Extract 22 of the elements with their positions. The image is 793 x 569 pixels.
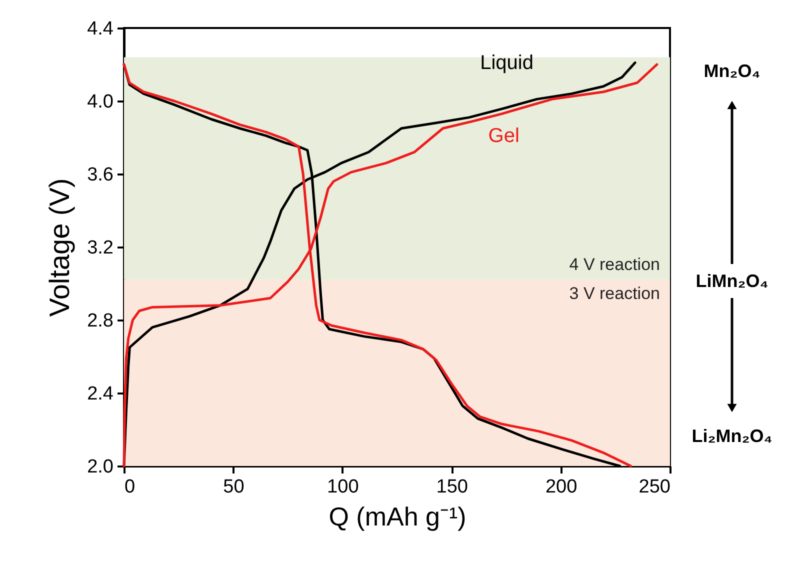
x-tick-label: 50 <box>223 476 244 498</box>
text: Li₂Mn₂O₄ <box>692 426 772 446</box>
x-tick-label: 0 <box>124 476 136 498</box>
x-tick-label: 100 <box>327 476 359 498</box>
band-label: 3 V reaction <box>569 284 660 303</box>
x-tick-label: 200 <box>545 476 578 498</box>
series-label: Gel <box>488 124 520 147</box>
y-tick-label: 4.0 <box>87 92 114 112</box>
text: Mn₂O₄ <box>704 61 760 81</box>
y-axis-title: Voltage (V) <box>44 178 76 317</box>
x-axis-title: Q (mAh g⁻¹) <box>328 502 466 532</box>
band-label: 4 V reaction <box>569 254 660 274</box>
y-tick-label: 4.4 <box>87 18 114 40</box>
x-tick-label: 150 <box>436 476 468 498</box>
y-tick-label: 3.2 <box>87 238 114 258</box>
y-tick-label: 2.8 <box>87 310 114 332</box>
series-label: Liquid <box>480 52 534 74</box>
y-tick-label: 2.4 <box>87 384 114 404</box>
y-tick-label: 3.6 <box>87 164 114 186</box>
text: LiMn₂O₄ <box>696 271 768 291</box>
y-tick-label: 2.0 <box>87 456 114 478</box>
x-tick-label: 250 <box>638 476 670 498</box>
